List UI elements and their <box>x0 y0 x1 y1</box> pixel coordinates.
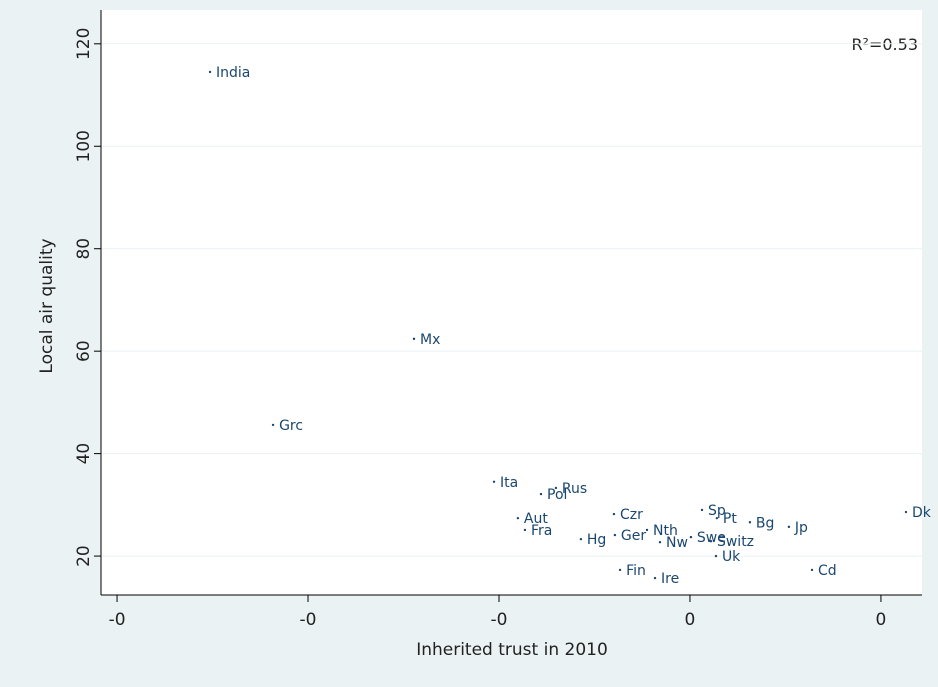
point <box>709 540 713 543</box>
point-label: Mx <box>420 332 440 348</box>
point <box>271 423 275 427</box>
point-label: Nw <box>666 535 688 551</box>
point-label: Nth <box>653 523 678 539</box>
point <box>700 508 704 512</box>
y-tick-label: 40 <box>74 443 94 465</box>
point-label: Pol <box>547 487 567 503</box>
r-squared: R²=0.53 <box>851 35 918 54</box>
x-tick-label: -0 <box>300 610 317 630</box>
x-tick-label: 0 <box>876 610 887 630</box>
point-label: Fra <box>531 523 552 539</box>
point <box>653 576 657 580</box>
point-label: Pt <box>723 511 737 527</box>
point-label: Sp <box>708 503 726 519</box>
point <box>658 541 662 544</box>
point-label: Dk <box>912 505 932 521</box>
point-label: Ger <box>621 528 646 544</box>
point <box>904 510 908 514</box>
point-label: Uk <box>722 549 741 565</box>
y-tick-label: 60 <box>74 340 94 362</box>
point-label: Ita <box>500 475 518 491</box>
point <box>539 492 543 496</box>
point <box>492 480 496 483</box>
point-label: Aut <box>524 511 548 527</box>
plot-area <box>101 10 922 595</box>
point-label: Czr <box>620 507 643 523</box>
point-label: Rus <box>562 481 587 497</box>
point-label: Switz <box>717 534 754 550</box>
point-label: Jp <box>794 520 808 536</box>
point <box>523 528 527 532</box>
point <box>787 525 791 529</box>
point-label: Fin <box>626 563 646 579</box>
y-axis-title: Local air quality <box>37 238 57 373</box>
point-label: Hg <box>587 532 606 548</box>
point-label: Cd <box>818 563 837 579</box>
x-axis-title: Inherited trust in 2010 <box>416 640 608 660</box>
point <box>714 554 718 558</box>
point-label: Bg <box>756 515 775 531</box>
y-tick-label: 100 <box>74 130 94 162</box>
point <box>810 568 814 572</box>
y-tick-label: 80 <box>74 238 94 260</box>
point <box>715 516 719 520</box>
point-label: Swe <box>697 530 726 546</box>
point <box>208 70 212 74</box>
point <box>618 568 622 572</box>
point-label: India <box>216 65 250 81</box>
point <box>748 521 752 524</box>
y-tick-label: 20 <box>74 545 94 567</box>
y-tick-label: 120 <box>74 28 94 60</box>
x-tick-label: 0 <box>685 610 696 630</box>
point <box>689 535 693 539</box>
point <box>645 528 649 532</box>
point-label: Grc <box>279 418 303 434</box>
point <box>613 533 617 537</box>
point <box>516 516 520 520</box>
x-tick-label: -0 <box>109 610 126 630</box>
point <box>612 512 616 516</box>
point <box>412 337 416 341</box>
x-tick-label: -0 <box>491 610 508 630</box>
point-label: Ire <box>661 571 679 587</box>
point <box>579 537 583 541</box>
point <box>554 486 558 490</box>
